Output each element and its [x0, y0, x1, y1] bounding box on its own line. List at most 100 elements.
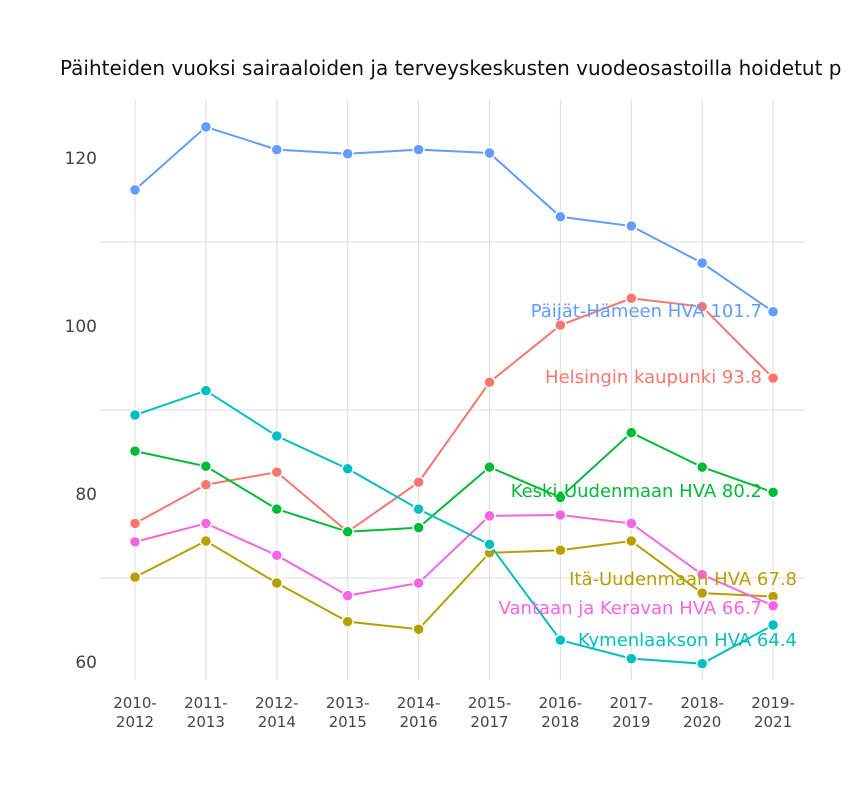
series-keski-uudenmaan-hva [128, 426, 780, 539]
data-point [341, 462, 354, 476]
data-point [412, 521, 425, 534]
series-it-uudenmaan-hva [128, 534, 780, 636]
data-point [554, 633, 567, 647]
chart-title: Päihteiden vuoksi sairaaloiden ja tervey… [60, 56, 842, 80]
x-tick-label: 2018 [541, 713, 579, 731]
data-point [766, 599, 780, 612]
data-point [554, 544, 567, 557]
data-point [341, 147, 354, 161]
x-tick-label: 2013- [326, 694, 370, 712]
x-tick-label: 2011- [184, 694, 228, 712]
data-point [199, 534, 213, 548]
x-tick-label: 2015- [468, 694, 512, 712]
data-point [412, 475, 425, 489]
data-point [554, 210, 567, 224]
series-kymenlaakson-hva [128, 384, 780, 670]
series-end-label: Päijät-Hämeen HVA 101.7 [531, 301, 762, 322]
data-point [695, 300, 709, 313]
data-point [483, 376, 496, 389]
data-point [625, 292, 638, 305]
x-tick-label: 2016- [539, 694, 583, 712]
series-line [134, 539, 774, 631]
data-point [412, 143, 425, 156]
data-point [128, 408, 142, 422]
x-tick-label: 2021 [754, 713, 792, 731]
x-tick-label: 2017 [470, 713, 508, 731]
data-point [554, 491, 567, 504]
x-tick-label: 2018- [680, 694, 724, 712]
x-tick-label: 2015 [329, 713, 367, 731]
series-helsingin-kaupunki [128, 292, 780, 539]
x-tick-label: 2012 [116, 713, 154, 731]
x-tick-label: 2010- [113, 694, 157, 712]
data-point [695, 657, 709, 670]
data-point [412, 576, 425, 590]
series-line [134, 431, 774, 533]
data-point [341, 589, 354, 602]
data-point [270, 465, 284, 479]
data-point [128, 570, 142, 584]
data-point [483, 460, 496, 474]
data-point [766, 486, 780, 499]
series-end-label: Vantaan ja Keravan HVA 66.7 [499, 598, 762, 619]
data-point [270, 143, 284, 156]
data-point [128, 535, 142, 549]
data-point [554, 508, 567, 522]
data-point [199, 120, 213, 134]
data-point [766, 371, 780, 385]
x-tick-label: 2019- [751, 694, 795, 712]
data-point [128, 183, 142, 197]
data-point [199, 517, 213, 530]
data-point [625, 517, 638, 530]
data-point [341, 525, 354, 539]
series-line [134, 297, 774, 534]
x-tick-label: 2013 [187, 713, 225, 731]
data-point [270, 576, 284, 590]
data-point [625, 534, 638, 548]
data-point [128, 444, 142, 458]
x-tick-label: 2019 [612, 713, 650, 731]
data-point [695, 568, 709, 581]
series-line [134, 389, 774, 665]
x-tick-label: 2016 [400, 713, 438, 731]
data-point [412, 622, 425, 636]
x-tick-label: 2014 [258, 713, 296, 731]
series-end-label: Keski-Uudenmaan HVA 80.2 [511, 481, 762, 502]
x-tick-label: 2017- [610, 694, 654, 712]
data-point [625, 652, 638, 665]
data-point [199, 384, 213, 397]
data-point [766, 305, 780, 318]
y-tick-label: 120 [65, 149, 97, 169]
y-tick-label: 60 [75, 653, 97, 673]
data-point [695, 460, 709, 474]
series-p-ij-t-h-meen-hva [128, 120, 780, 318]
data-point [483, 538, 496, 551]
x-tick-label: 2012- [255, 694, 299, 712]
data-point [554, 318, 567, 332]
data-point [341, 615, 354, 628]
data-point [199, 478, 213, 492]
data-point [766, 618, 780, 632]
data-point [270, 549, 284, 562]
series-vantaan-ja-keravan-hva [128, 508, 780, 612]
y-tick-label: 80 [75, 485, 97, 505]
x-tick-label: 2020 [683, 713, 721, 731]
x-tick-label: 2014- [397, 694, 441, 712]
data-point [270, 502, 284, 516]
data-point [412, 502, 425, 516]
data-point [695, 256, 709, 270]
data-point [625, 426, 638, 439]
series-end-label: Itä-Uudenmaan HVA 67.8 [569, 569, 797, 590]
data-point [483, 146, 496, 160]
data-point [483, 509, 496, 523]
data-point [695, 586, 709, 600]
series-end-label: Kymenlaakson HVA 64.4 [578, 630, 797, 651]
data-point [270, 429, 284, 443]
y-tick-label: 100 [65, 317, 97, 337]
data-point [128, 517, 142, 530]
series-line [134, 125, 774, 313]
series-line [134, 513, 774, 607]
series-end-label: Helsingin kaupunki 93.8 [545, 367, 762, 388]
